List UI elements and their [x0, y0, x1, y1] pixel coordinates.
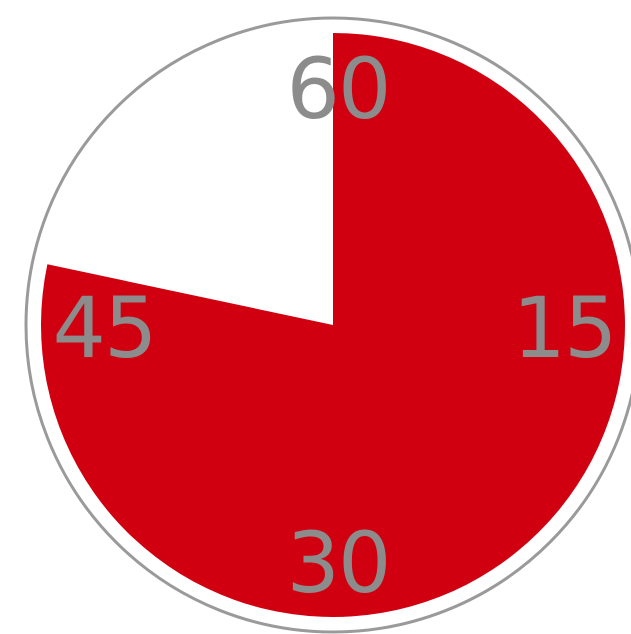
dial-label-60: 60: [287, 40, 390, 138]
dial-label-30: 30: [287, 514, 390, 612]
dial-label-15: 15: [513, 279, 616, 377]
remaining-time-wedge: [40, 33, 625, 618]
dial-label-45: 45: [53, 279, 156, 377]
